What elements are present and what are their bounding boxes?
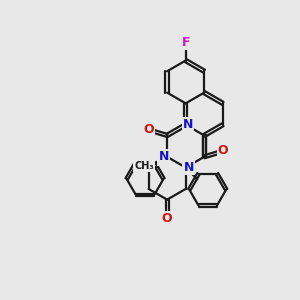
Text: N: N	[184, 161, 194, 174]
Text: O: O	[218, 144, 228, 157]
Text: N: N	[158, 152, 169, 165]
Text: O: O	[144, 123, 154, 136]
Text: N: N	[183, 118, 193, 131]
Text: O: O	[162, 212, 172, 226]
Text: CH₃: CH₃	[134, 161, 154, 171]
Text: F: F	[182, 36, 190, 49]
Text: N: N	[159, 150, 169, 163]
